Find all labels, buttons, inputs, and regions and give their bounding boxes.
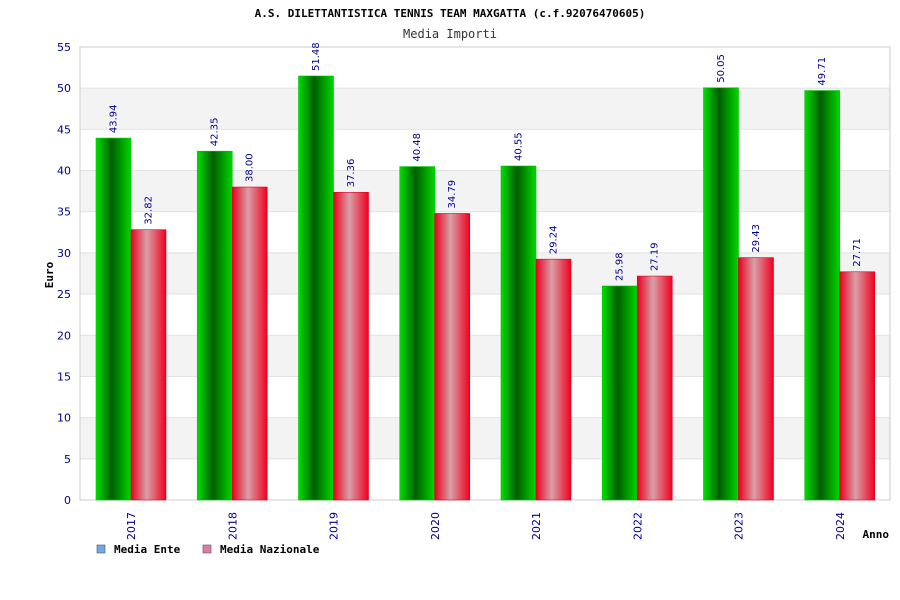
bar <box>298 75 334 501</box>
bar <box>601 285 638 501</box>
x-tick-label: 2022 <box>631 512 644 540</box>
bar <box>703 87 739 501</box>
bar <box>130 229 167 501</box>
x-tick-label: 2018 <box>226 512 239 540</box>
bar <box>231 186 268 501</box>
y-tick-label: 5 <box>64 453 71 466</box>
y-tick-label: 30 <box>57 247 71 260</box>
chart-title: A.S. DILETTANTISTICA TENNIS TEAM MAXGATT… <box>255 7 646 20</box>
data-label: 43.94 <box>109 104 120 133</box>
bar <box>804 90 841 501</box>
y-tick-label: 45 <box>57 123 71 136</box>
data-label: 51.48 <box>311 42 322 71</box>
data-label: 34.79 <box>447 180 458 209</box>
data-label: 38.00 <box>245 153 256 182</box>
bar <box>636 275 673 501</box>
x-tick-label: 2024 <box>834 512 847 540</box>
legend-swatch <box>202 544 212 554</box>
data-label: 29.43 <box>751 224 762 253</box>
legend: Media Ente Media Nazionale <box>96 543 320 556</box>
bar <box>434 213 471 501</box>
x-tick-label: 2023 <box>733 512 746 540</box>
data-label: 32.82 <box>144 196 155 225</box>
data-label: 29.24 <box>549 226 560 255</box>
data-label: 37.36 <box>346 159 357 188</box>
y-tick-label: 15 <box>57 370 71 383</box>
y-tick-label: 50 <box>57 82 71 95</box>
data-label: 25.98 <box>615 252 626 281</box>
x-tick-label: 2020 <box>429 512 442 540</box>
y-tick-label: 25 <box>57 288 71 301</box>
data-label: 49.71 <box>817 57 828 86</box>
legend-swatch <box>96 544 106 554</box>
chart-subtitle: Media Importi <box>403 27 497 41</box>
bar <box>196 150 233 501</box>
data-label: 40.55 <box>514 132 525 161</box>
grid-band <box>80 47 890 89</box>
y-tick-label: 20 <box>57 329 71 342</box>
y-tick-label: 35 <box>57 206 71 219</box>
y-tick-label: 0 <box>64 494 71 507</box>
bar <box>839 271 876 501</box>
bar <box>738 257 774 501</box>
x-axis-label: Anno <box>863 528 890 541</box>
data-label: 42.35 <box>210 118 221 147</box>
bar <box>535 258 572 501</box>
plot-area <box>79 46 891 501</box>
data-label: 27.71 <box>852 238 863 267</box>
data-label: 50.05 <box>716 54 727 83</box>
bar <box>399 166 436 501</box>
x-axis-ticks: 2017 2018 2019 2020 2021 2022 2023 2024 <box>125 512 847 540</box>
bar <box>333 191 369 501</box>
legend-entry: Media Nazionale <box>220 543 320 556</box>
y-tick-label: 10 <box>57 412 71 425</box>
y-tick-label: 55 <box>57 41 71 54</box>
bar <box>500 165 537 501</box>
x-tick-label: 2017 <box>125 512 138 540</box>
grid-band <box>80 88 890 130</box>
data-label: 40.48 <box>412 133 423 162</box>
y-axis-label: Euro <box>43 261 56 288</box>
x-tick-label: 2019 <box>328 512 341 540</box>
legend-entry: Media Ente <box>114 543 181 556</box>
bars: 43.94 32.82 42.35 38.00 51.48 37.36 40.48 34.79… <box>95 42 876 501</box>
y-axis-ticks: 0 5 10 15 20 25 30 35 40 45 50 55 <box>57 41 71 507</box>
x-tick-label: 2021 <box>530 512 543 540</box>
bar <box>95 137 132 501</box>
y-tick-label: 40 <box>57 165 71 178</box>
data-label: 27.19 <box>650 242 661 271</box>
